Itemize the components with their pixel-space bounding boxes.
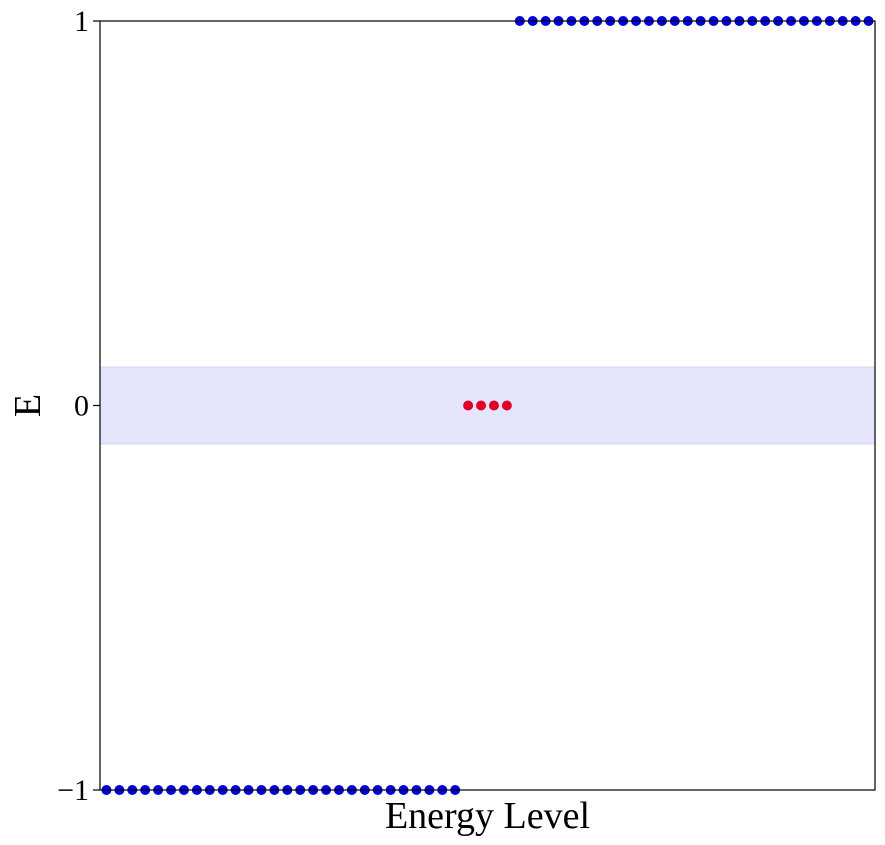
data-point [501,400,512,411]
y-tick-label: −1 [57,774,89,807]
data-point [488,400,499,411]
zero-energy-band [99,366,876,445]
plot-area [99,16,876,795]
y-tick-label: 1 [74,5,89,38]
data-point [476,400,487,411]
y-tick-label: 0 [74,390,89,423]
y-axis-ticks: −1 0 1 [57,5,100,807]
data-point [463,400,474,411]
x-axis-label: Energy Level [385,795,590,837]
y-axis-label: E [7,394,49,417]
